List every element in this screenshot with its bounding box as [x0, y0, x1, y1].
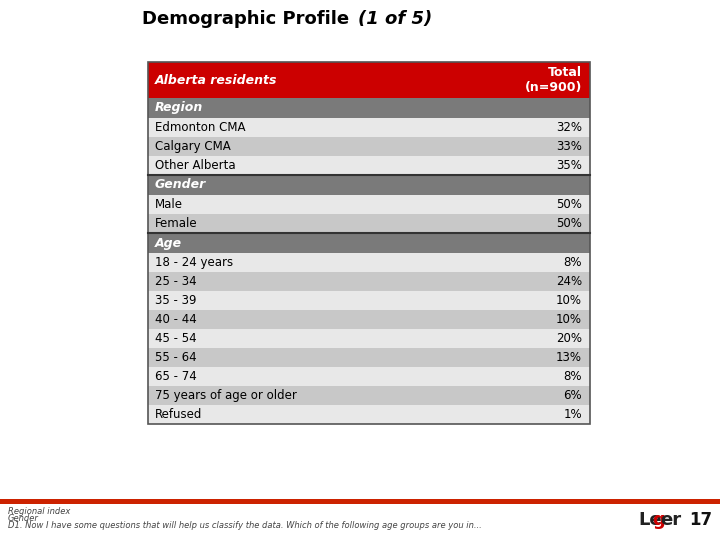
- Text: 50%: 50%: [556, 198, 582, 211]
- Text: 6%: 6%: [563, 389, 582, 402]
- Bar: [148, 386, 590, 405]
- Text: 8%: 8%: [564, 370, 582, 383]
- Bar: [148, 175, 590, 195]
- Text: Region: Region: [155, 102, 203, 114]
- Text: Gender: Gender: [155, 179, 206, 192]
- Text: Male: Male: [155, 198, 183, 211]
- Text: 75 years of age or older: 75 years of age or older: [155, 389, 297, 402]
- Bar: [148, 272, 590, 291]
- Text: 45 - 54: 45 - 54: [155, 332, 197, 345]
- Text: 1%: 1%: [563, 408, 582, 421]
- Text: D1. Now I have some questions that will help us classify the data. Which of the : D1. Now I have some questions that will …: [8, 521, 482, 530]
- Text: 10%: 10%: [556, 294, 582, 307]
- Text: Age: Age: [155, 237, 182, 249]
- Text: g: g: [652, 511, 665, 529]
- Text: Calgary CMA: Calgary CMA: [155, 140, 230, 153]
- Text: Other Alberta: Other Alberta: [155, 159, 235, 172]
- Bar: [0, 499, 720, 504]
- Bar: [148, 310, 590, 329]
- Bar: [148, 233, 590, 253]
- Bar: [148, 291, 590, 310]
- Text: (1 of 5): (1 of 5): [358, 10, 432, 28]
- Text: 24%: 24%: [556, 275, 582, 288]
- Bar: [148, 137, 590, 156]
- Text: 17: 17: [689, 511, 712, 529]
- Bar: [148, 329, 590, 348]
- Bar: [148, 195, 590, 214]
- Text: 40 - 44: 40 - 44: [155, 313, 197, 326]
- Text: Le: Le: [638, 511, 662, 529]
- Text: Total
(n=900): Total (n=900): [525, 65, 582, 94]
- Text: Regional index: Regional index: [8, 507, 71, 516]
- Text: 55 - 64: 55 - 64: [155, 351, 197, 364]
- Text: 32%: 32%: [556, 121, 582, 134]
- Bar: [148, 156, 590, 175]
- Text: 20%: 20%: [556, 332, 582, 345]
- Text: Female: Female: [155, 217, 197, 230]
- Text: er: er: [660, 511, 681, 529]
- Text: 10%: 10%: [556, 313, 582, 326]
- Text: Refused: Refused: [155, 408, 202, 421]
- Text: 35 - 39: 35 - 39: [155, 294, 197, 307]
- Text: 65 - 74: 65 - 74: [155, 370, 197, 383]
- Bar: [148, 367, 590, 386]
- Text: 8%: 8%: [564, 256, 582, 269]
- Bar: [148, 253, 590, 272]
- Text: Alberta residents: Alberta residents: [155, 73, 277, 86]
- Text: Gender: Gender: [8, 514, 39, 523]
- Bar: [148, 118, 590, 137]
- Bar: [148, 214, 590, 233]
- Bar: [148, 62, 590, 98]
- Bar: [148, 62, 590, 424]
- Text: Demographic Profile: Demographic Profile: [142, 10, 355, 28]
- Text: 25 - 34: 25 - 34: [155, 275, 197, 288]
- Text: 13%: 13%: [556, 351, 582, 364]
- Text: Edmonton CMA: Edmonton CMA: [155, 121, 246, 134]
- Bar: [148, 348, 590, 367]
- Text: 33%: 33%: [556, 140, 582, 153]
- Text: 50%: 50%: [556, 217, 582, 230]
- Text: 18 - 24 years: 18 - 24 years: [155, 256, 233, 269]
- Text: 35%: 35%: [556, 159, 582, 172]
- Bar: [148, 405, 590, 424]
- Bar: [148, 98, 590, 118]
